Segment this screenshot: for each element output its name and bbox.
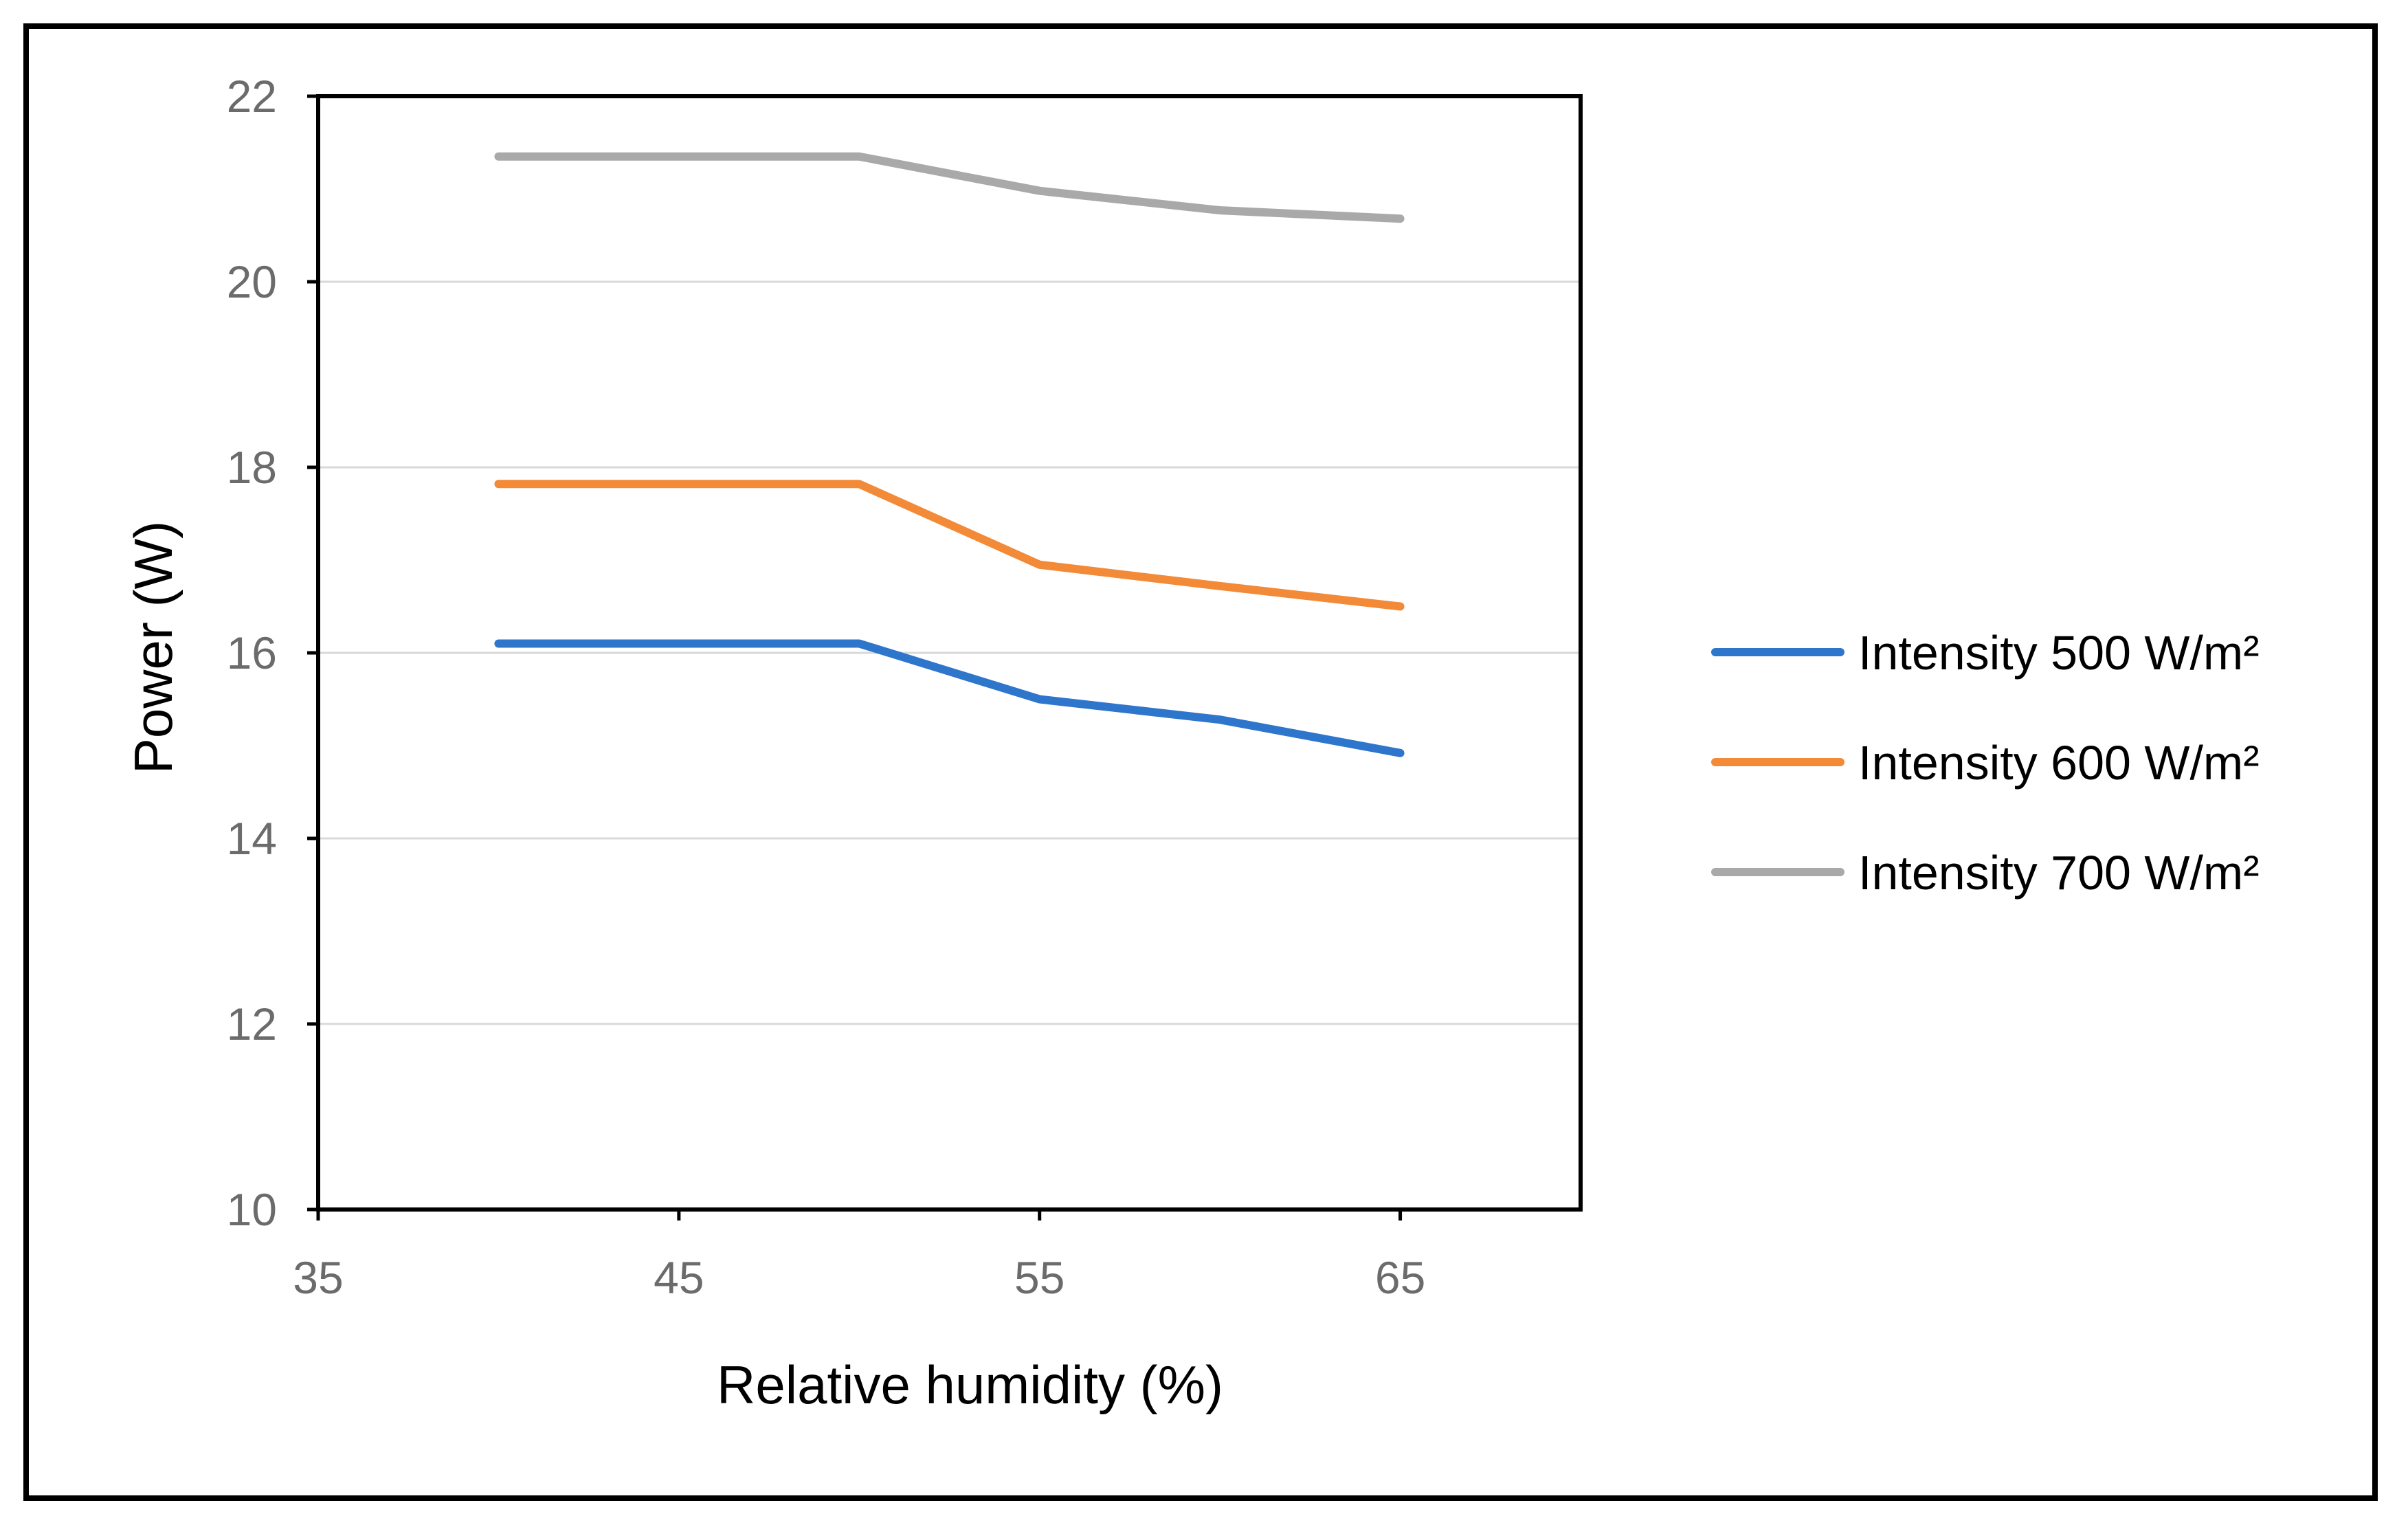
y-tick-label: 14 — [227, 813, 277, 864]
series-line-2 — [494, 480, 1405, 611]
x-axis-title: Relative humidity (%) — [717, 1355, 1223, 1415]
y-tick-label: 18 — [227, 442, 277, 493]
legend-label: Intensity 700 W/m² — [1858, 846, 2260, 900]
x-tick-label: 45 — [654, 1252, 704, 1303]
y-tick-label: 22 — [227, 71, 277, 122]
series-line-1 — [494, 639, 1405, 757]
figure-frame: 10 12 14 16 18 20 22 35 45 55 65 Relative humidity… — [23, 23, 2378, 1501]
y-tick-label: 16 — [227, 627, 277, 678]
line-chart: 10 12 14 16 18 20 22 35 45 55 65 Relative humidity… — [123, 71, 2260, 1415]
x-tick-label: 65 — [1375, 1252, 1425, 1303]
y-axis-title: Power (W) — [123, 521, 183, 774]
gridlines — [318, 280, 1581, 1025]
y-tick-label: 20 — [227, 256, 277, 307]
y-tick-label: 12 — [227, 999, 277, 1049]
series-line-3 — [494, 152, 1405, 223]
x-tick-label: 35 — [293, 1252, 343, 1303]
series-lines — [494, 152, 1405, 757]
axis-ticks: 10 12 14 16 18 20 22 35 45 55 65 — [227, 71, 1426, 1303]
y-tick-label: 10 — [227, 1184, 277, 1235]
legend: Intensity 500 W/m² Intensity 600 W/m² Inte… — [1711, 626, 2260, 900]
x-tick-label: 55 — [1014, 1252, 1064, 1303]
legend-label: Intensity 500 W/m² — [1858, 626, 2260, 680]
legend-label: Intensity 600 W/m² — [1858, 736, 2260, 790]
